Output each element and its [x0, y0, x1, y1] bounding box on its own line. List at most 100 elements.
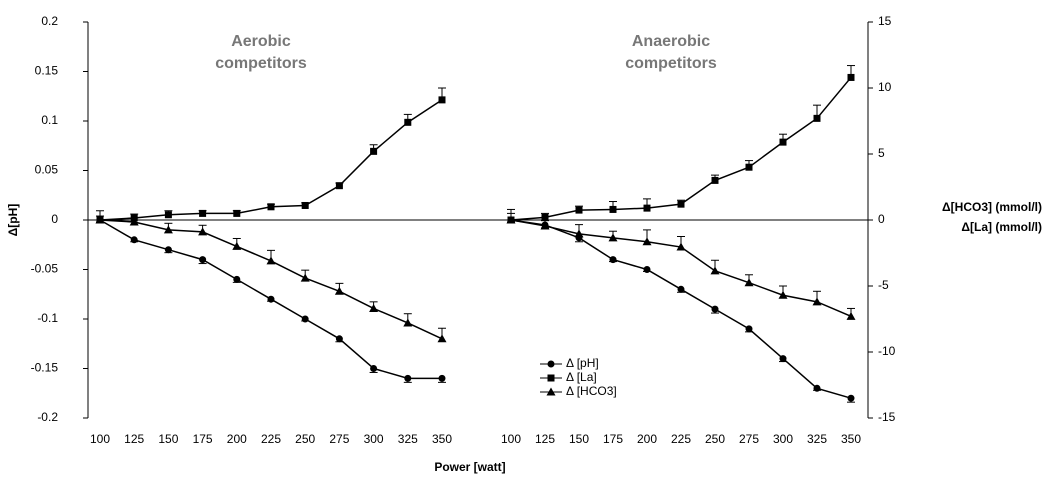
panel-title: Aerobic: [231, 33, 291, 50]
marker: [267, 203, 275, 211]
y-tick-label: 0.2: [41, 14, 58, 28]
marker: [643, 266, 651, 273]
x-tick-label: 275: [739, 432, 759, 446]
y-tick-label: -0.2: [37, 410, 58, 424]
marker: [130, 236, 138, 244]
legend-label: Δ [HCO3]: [566, 384, 617, 398]
marker: [541, 213, 549, 221]
x-tick-label: 175: [603, 432, 623, 446]
x-tick-label: 350: [841, 432, 861, 446]
y2-tick-label: 5: [878, 146, 885, 160]
x-tick-label: 275: [329, 432, 349, 446]
marker: [813, 384, 821, 392]
legend-marker: [547, 374, 555, 382]
marker: [370, 365, 378, 372]
marker: [846, 311, 856, 320]
marker: [233, 209, 241, 217]
x-tick-label: 200: [227, 432, 247, 446]
y2-axis-label: Δ[La] (mmol/l): [961, 220, 1042, 234]
marker: [335, 182, 343, 190]
x-tick-label: 100: [501, 432, 521, 446]
series-line: [510, 76, 852, 221]
marker: [403, 318, 413, 327]
marker: [301, 201, 309, 209]
marker: [199, 256, 207, 264]
x-tick-label: 200: [637, 432, 657, 446]
marker: [404, 374, 412, 382]
marker: [711, 305, 719, 313]
y-tick-label: -0.05: [31, 262, 59, 276]
legend-marker: [546, 387, 556, 396]
marker: [608, 233, 618, 242]
marker: [163, 225, 173, 234]
marker: [164, 211, 172, 219]
marker: [95, 215, 105, 224]
marker: [711, 176, 719, 184]
x-tick-label: 350: [432, 432, 452, 446]
marker: [438, 374, 446, 382]
x-tick-label: 325: [398, 432, 418, 446]
legend-marker: [547, 360, 555, 368]
marker: [300, 273, 310, 282]
marker: [642, 237, 652, 246]
marker: [164, 246, 172, 254]
marker: [198, 227, 208, 236]
marker: [710, 266, 720, 275]
x-tick-label: 300: [364, 432, 384, 446]
legend-label: Δ [La]: [566, 370, 597, 384]
marker: [129, 217, 139, 226]
series-line: [99, 99, 443, 221]
marker: [404, 118, 412, 126]
marker: [506, 215, 516, 224]
panel-title: Anaerobic: [632, 33, 710, 50]
marker: [438, 96, 446, 104]
y2-tick-label: -15: [878, 410, 896, 424]
marker: [677, 200, 685, 208]
marker: [744, 278, 754, 287]
marker: [335, 335, 343, 343]
x-tick-label: 125: [124, 432, 144, 446]
x-tick-label: 100: [90, 432, 110, 446]
marker: [779, 138, 787, 146]
marker: [812, 297, 822, 306]
marker: [370, 147, 378, 155]
marker: [267, 295, 275, 303]
x-tick-label: 225: [671, 432, 691, 446]
marker: [813, 114, 821, 122]
y-tick-label: -0.15: [31, 361, 59, 375]
marker: [575, 206, 583, 214]
marker: [677, 285, 685, 293]
x-tick-label: 150: [569, 432, 589, 446]
marker: [643, 204, 651, 212]
panel-title: competitors: [625, 55, 717, 72]
x-tick-label: 325: [807, 432, 827, 446]
series-line: [99, 219, 443, 340]
marker: [232, 241, 242, 250]
panel-title: competitors: [215, 55, 307, 72]
x-tick-label: 175: [193, 432, 213, 446]
marker: [847, 394, 855, 402]
marker: [745, 163, 753, 171]
y-tick-label: 0.15: [35, 64, 59, 78]
marker: [199, 209, 207, 217]
marker: [847, 73, 855, 81]
marker: [778, 290, 788, 299]
marker: [266, 256, 276, 265]
y2-tick-label: -5: [878, 278, 889, 292]
marker: [609, 256, 617, 264]
y2-axis-label: Δ[HCO3] (mmol/l): [942, 200, 1042, 214]
x-tick-label: 125: [535, 432, 555, 446]
x-tick-label: 300: [773, 432, 793, 446]
marker: [574, 229, 584, 238]
marker: [301, 315, 309, 323]
y-tick-label: 0: [51, 212, 58, 226]
marker: [609, 205, 617, 213]
y2-tick-label: 0: [878, 212, 885, 226]
marker: [745, 325, 753, 333]
marker: [676, 242, 686, 251]
x-tick-label: 250: [705, 432, 725, 446]
legend-label: Δ [pH]: [566, 356, 599, 370]
marker: [369, 303, 379, 312]
y-axis-label: Δ[pH]: [6, 204, 20, 237]
